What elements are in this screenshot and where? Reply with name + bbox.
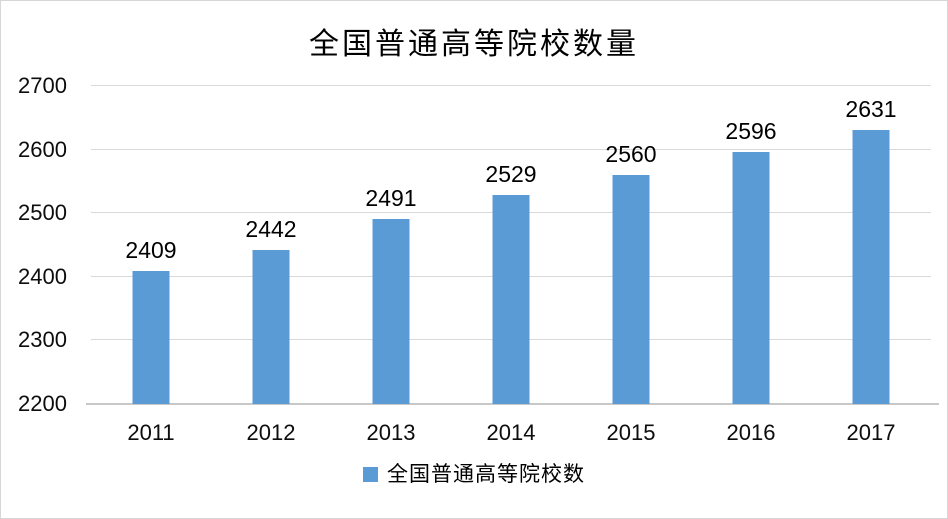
bar-value-label: 2596 (725, 118, 777, 145)
bar-2013 (372, 218, 410, 404)
bar-value-label: 2529 (485, 160, 537, 187)
bar-2016 (732, 152, 770, 404)
x-axis: 2011 2012 2013 2014 2015 2016 2017 (91, 418, 931, 448)
x-tick-label: 2015 (606, 420, 656, 445)
chart-title: 全国普通高等院校数量 (309, 28, 639, 61)
x-tick-label: 2014 (486, 420, 536, 445)
legend: 全国普通高等院校数 (1, 464, 947, 485)
y-tick-label: 2200 (18, 391, 67, 416)
plot-area: 2409 2442 2491 2529 2560 2596 2631 (86, 85, 939, 405)
y-tick-label: 2700 (18, 73, 67, 98)
bar-2015 (612, 175, 650, 404)
x-tick-label: 2012 (246, 420, 296, 445)
y-axis: 2200 2300 2400 2500 2600 2700 (1, 75, 71, 415)
bar-2014 (492, 194, 530, 404)
bar-2011 (132, 271, 170, 404)
y-tick-label: 2600 (18, 136, 67, 162)
legend-series-label: 全国普通高等院校数 (387, 462, 585, 486)
bar-2017 (852, 129, 890, 404)
x-tick-label: 2011 (127, 420, 175, 445)
y-tick-label: 2400 (18, 263, 67, 289)
gridline (91, 85, 931, 86)
bar-value-label: 2491 (365, 184, 417, 211)
x-tick-label: 2017 (846, 420, 896, 445)
bar-value-label: 2631 (845, 95, 897, 122)
bar-value-label: 2560 (605, 141, 657, 168)
y-tick-label: 2300 (18, 327, 67, 353)
bar-2012 (252, 250, 290, 404)
x-tick-label: 2013 (366, 420, 416, 445)
y-tick-label: 2500 (18, 200, 67, 226)
gridline (91, 148, 931, 150)
bar-value-label: 2442 (245, 216, 297, 243)
bar-value-label: 2409 (125, 237, 177, 264)
x-axis-line (86, 403, 939, 405)
x-tick-label: 2016 (726, 420, 776, 445)
legend-marker-square-icon (363, 467, 378, 482)
